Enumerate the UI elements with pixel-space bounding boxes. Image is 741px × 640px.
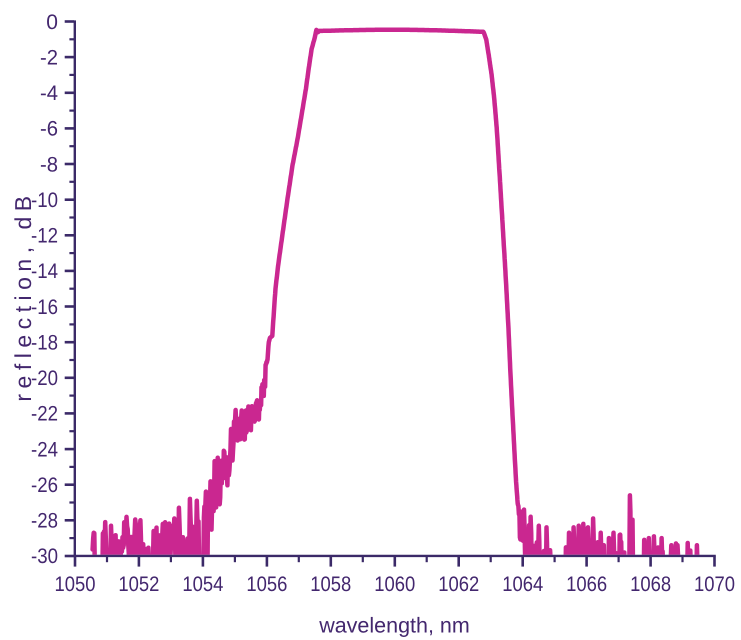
svg-text:-24: -24: [31, 438, 58, 461]
svg-text:-26: -26: [31, 474, 58, 497]
svg-text:0: 0: [46, 11, 58, 34]
svg-text:1058: 1058: [310, 573, 351, 596]
svg-text:1062: 1062: [438, 573, 479, 596]
svg-text:-10: -10: [31, 189, 58, 212]
svg-text:-14: -14: [31, 260, 58, 283]
svg-text:1056: 1056: [246, 573, 287, 596]
svg-text:1054: 1054: [182, 573, 223, 596]
svg-text:-16: -16: [31, 296, 58, 319]
svg-text:-8: -8: [40, 153, 58, 176]
svg-text:-30: -30: [31, 545, 58, 568]
svg-text:1068: 1068: [630, 573, 671, 596]
svg-text:1052: 1052: [118, 573, 159, 596]
svg-text:-20: -20: [31, 367, 58, 390]
svg-text:-28: -28: [31, 510, 58, 533]
svg-text:1060: 1060: [374, 573, 415, 596]
svg-text:1070: 1070: [694, 573, 735, 596]
svg-text:-22: -22: [31, 403, 58, 426]
svg-text:1050: 1050: [55, 573, 96, 596]
svg-text:1064: 1064: [502, 573, 543, 596]
svg-text:-6: -6: [40, 118, 58, 141]
svg-text:-12: -12: [31, 225, 58, 248]
svg-text:-4: -4: [40, 82, 58, 105]
svg-text:-18: -18: [31, 332, 58, 355]
svg-text:-2: -2: [40, 46, 58, 69]
svg-text:1066: 1066: [566, 573, 607, 596]
svg-text:wavelength, nm: wavelength, nm: [318, 614, 470, 638]
svg-text:reflection, dB: reflection, dB: [10, 190, 36, 401]
